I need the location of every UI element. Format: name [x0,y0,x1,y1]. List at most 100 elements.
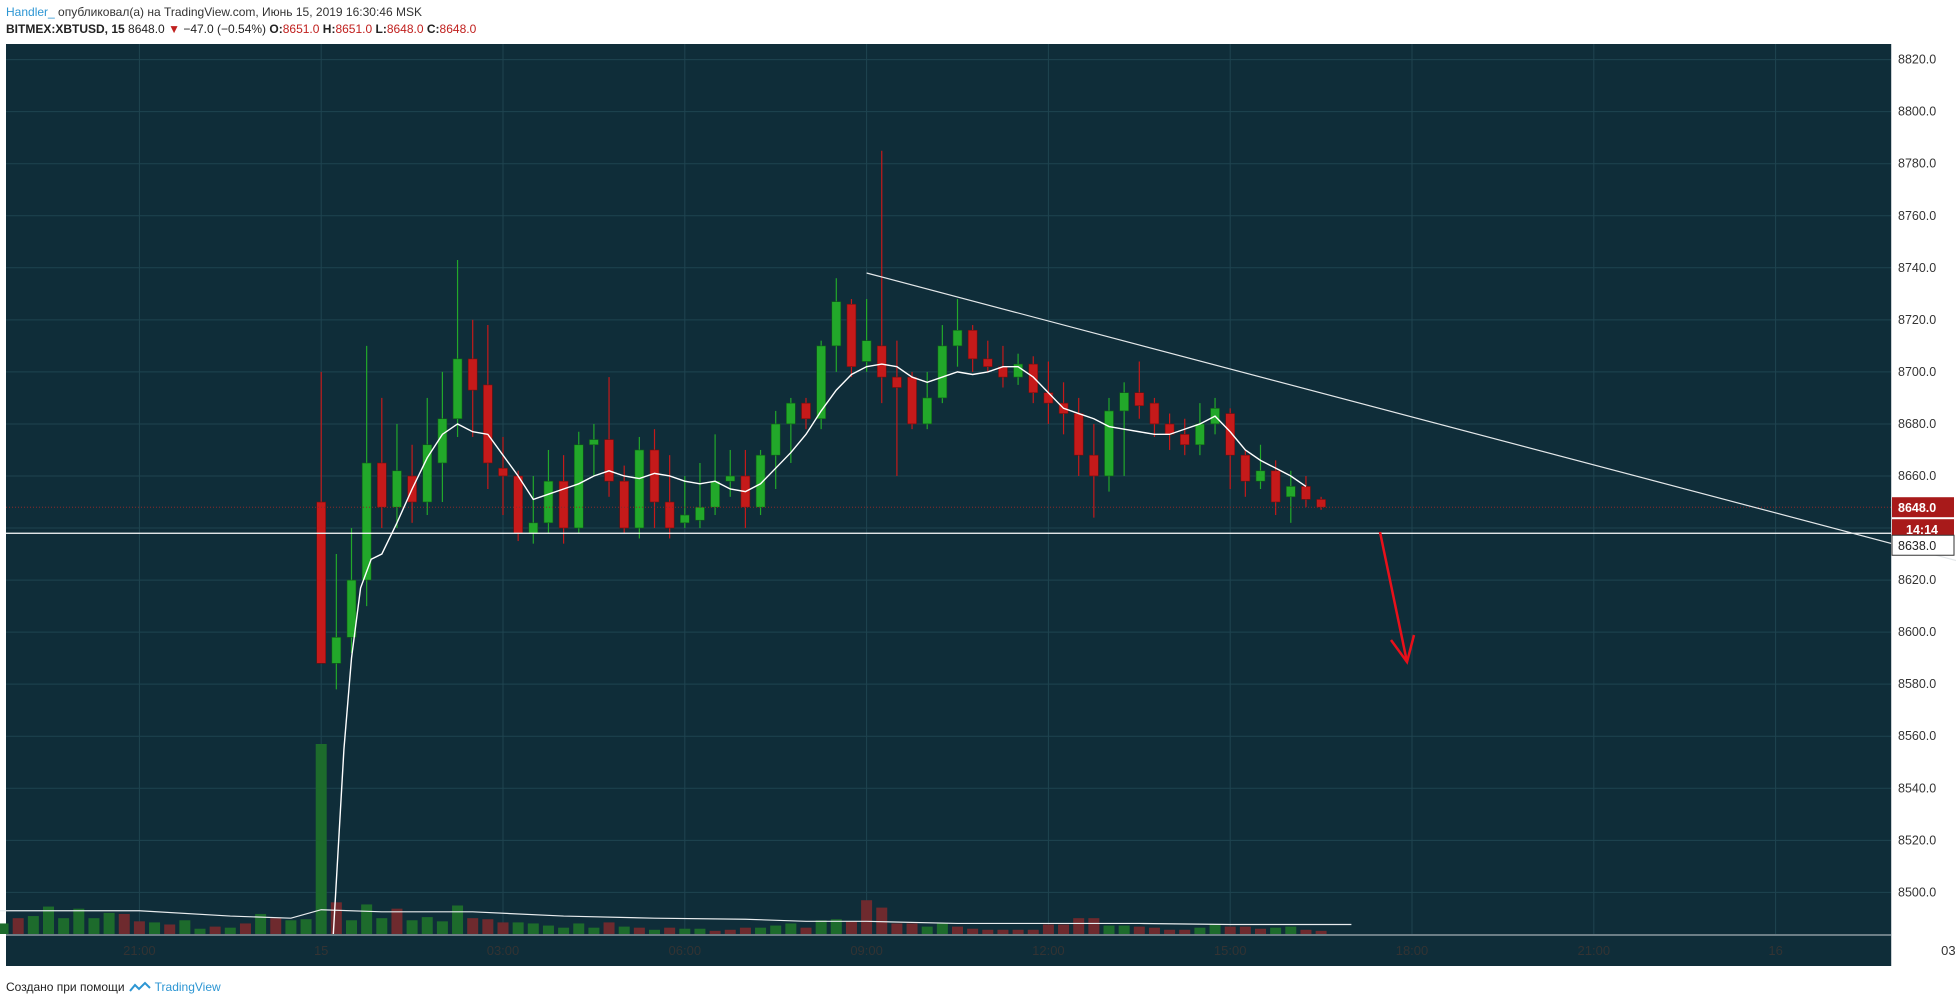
volume-moving-average [0,909,1352,926]
overlay-lines [6,272,1956,935]
candle-body [467,358,478,391]
volume-bar [346,920,357,934]
candle-body [1043,392,1054,404]
candle-body [573,444,584,529]
candle-body [558,480,569,529]
candle-body [649,449,660,503]
price-tick-label: 8600.0 [1898,625,1936,639]
volume-bar [679,928,691,934]
price-tick-label: 8800.0 [1898,105,1936,119]
tradingview-logo-icon [128,981,151,992]
volume-bar [376,918,388,934]
candle-body [376,462,387,508]
volume-bar [694,928,706,934]
volume-bar [330,902,342,934]
down-arrow-icon [1378,531,1409,663]
volume-bar [12,918,24,934]
candle-body [1179,434,1190,446]
candle-body [604,439,614,482]
volume-bar [361,904,373,934]
volume-bar [558,927,570,934]
volume-bar [255,913,267,934]
volume-bar [739,927,751,934]
footer-credit: Создано при помощи TradingView [6,980,221,994]
last-price: 8648.0 [128,22,165,36]
time-tick-label: 15 [314,943,328,958]
candle-body [755,454,766,508]
price-tick-label: 8720.0 [1898,313,1936,327]
price-tick-label: 8780.0 [1898,157,1936,171]
price-axis[interactable]: 8500.0 8520.0 8540.0 8560.0 8580.0 8600.0 8620… [1891,53,1955,900]
volume-bar [88,918,100,934]
volume-bar [1042,924,1054,934]
high-label: H: [322,22,336,36]
time-tick-label: 03:00 [1941,943,1956,958]
time-tick-label: 06:00 [669,943,702,958]
time-tick-label: 21:00 [123,943,156,958]
candle-body [1195,423,1205,446]
candle-body [892,376,902,388]
candle-body [1286,486,1296,498]
time-tick-label: 15:00 [1214,943,1247,958]
candle-body [1104,410,1114,477]
last-price-label: 8648.0 [1898,501,1936,515]
volume-bar [512,922,524,934]
volume-bar [391,908,403,934]
candle-body [316,501,327,664]
volume-bar [618,926,630,934]
volume-bar [527,923,539,934]
candle-body [982,358,993,367]
candle-body [361,462,372,581]
candle-body [1240,454,1251,482]
volume-bar [755,927,767,934]
candle-body [770,423,781,456]
price-tick-label: 8760.0 [1898,209,1936,223]
descending-trendline [866,272,1956,562]
volume-bar [452,905,464,934]
candle-body [1255,470,1266,482]
change-value: −47.0 (−0.54%) [183,22,267,36]
candle-body [634,449,645,529]
volume-bar [27,916,39,934]
volume-bar [194,928,206,934]
volume-bar [73,908,85,934]
candle-body [876,345,887,378]
close-label: C: [426,22,440,36]
volume-bar [891,923,903,934]
volume-bar [1088,918,1100,934]
low-label: L: [375,22,387,36]
candle-body [922,397,933,425]
volume-bar [800,927,812,934]
open-value: 8651.0 [282,22,320,36]
candle-body [1134,392,1145,407]
price-tick-label: 8660.0 [1898,469,1936,483]
volume-bar [815,920,827,934]
volume-bar [467,918,479,934]
volume-bar [967,928,979,934]
author-link[interactable]: Handler_ [6,5,55,19]
volume-bars [0,744,1352,934]
candle-body [331,637,342,664]
time-tick-label: 12:00 [1032,943,1065,958]
time-axis[interactable]: 15:0018:0021:001503:0006:0009:0012:0015:… [0,943,1956,958]
volume-bar [997,929,1009,934]
high-value: 8651.0 [335,22,373,36]
volume-bar [936,923,948,934]
volume-bar [1255,928,1266,934]
candle-body [392,470,402,508]
time-tick-label: 18:00 [1396,943,1429,958]
candle-body [1028,363,1039,394]
volume-bar [770,925,782,934]
plot-background [6,44,1891,966]
candle-body [786,402,796,425]
created-with-text: Создано при помощи [6,980,125,994]
open-label: O: [269,22,283,36]
tradingview-brand-link[interactable]: TradingView [154,980,221,994]
volume-bar [1209,924,1221,934]
candle-body [801,402,811,420]
time-tick-label: 21:00 [1578,943,1611,958]
candle-body [422,444,433,503]
candle-body [831,301,842,347]
candle-body [589,439,599,446]
